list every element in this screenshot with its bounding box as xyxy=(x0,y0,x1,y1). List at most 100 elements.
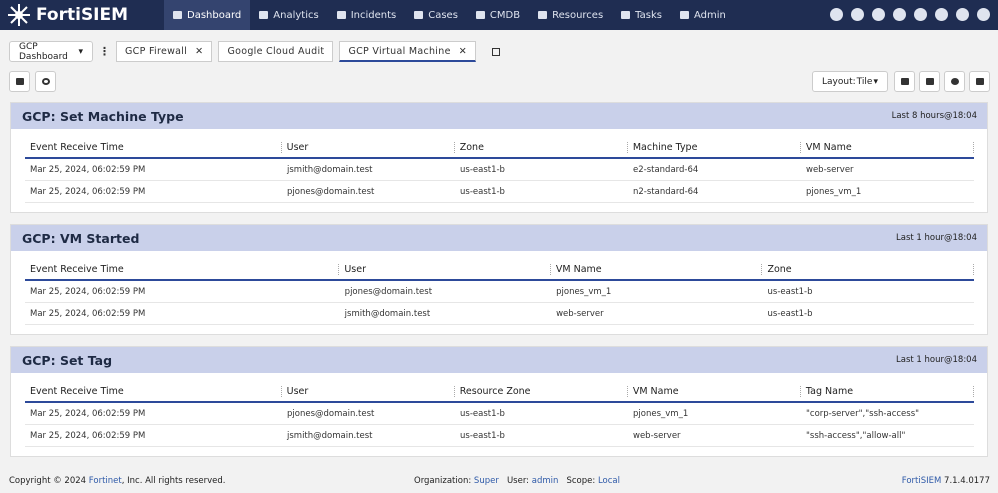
nav-item[interactable]: CMDB xyxy=(467,0,529,30)
widget-header: GCP: VM Started Last 1 hour@18:04 xyxy=(11,225,987,251)
org: Super xyxy=(473,476,499,486)
nav-item[interactable]: Resources xyxy=(529,0,612,30)
nav-label: Tasks xyxy=(635,9,662,21)
table-cell: pjones_vm_1 xyxy=(556,286,612,297)
table-row[interactable]: Mar 25, 2024, 06:02:59 PM pjones@domain.t… xyxy=(25,281,974,303)
widget: GCP: Set Tag Last 1 hour@18:04 Event Recei… xyxy=(10,346,988,457)
header-icons xyxy=(830,8,990,21)
copyright: Copyright © 2024 xyxy=(9,476,87,486)
footer: Copyright © 2024 Fortinet, Inc. All righ… xyxy=(9,476,990,490)
nav-label: Cases xyxy=(428,9,458,21)
table-row[interactable]: Mar 25, 2024, 06:02:59 PM jsmith@domain.t… xyxy=(25,303,974,325)
column-header[interactable]: Machine Type xyxy=(628,142,801,153)
table-cell: pjones@domain.test xyxy=(287,408,375,419)
widget-title: GCP: Set Tag xyxy=(22,352,113,368)
table: Event Receive Time User Resource Zone VM Na… xyxy=(25,382,975,447)
column-header[interactable]: User xyxy=(339,264,551,275)
nav-icon xyxy=(621,11,631,19)
nav-label: Analytics xyxy=(273,9,319,21)
table-cell: web-server xyxy=(556,308,604,319)
search-button[interactable] xyxy=(35,71,56,92)
tab-bar: GCP Dashboard ▾ ⋮ GCP Firewall ✕ Google Clo… xyxy=(9,41,500,62)
column-header[interactable]: Zone xyxy=(455,142,628,153)
scope: Local xyxy=(597,476,620,486)
table-cell: Mar 25, 2024, 06:02:59 PM xyxy=(30,164,146,175)
table-cell: Mar 25, 2024, 06:02:59 PM xyxy=(30,408,146,419)
download-button[interactable] xyxy=(919,71,940,92)
table-cell: us-east1-b xyxy=(460,164,505,175)
tab[interactable]: Google Cloud Audit xyxy=(218,41,334,62)
column-header[interactable]: Resource Zone xyxy=(455,386,628,397)
nav-label: Resources xyxy=(552,9,604,21)
widget: GCP: VM Started Last 1 hour@18:04 Event Re… xyxy=(10,224,988,335)
table-header: Event Receive Time User Resource Zone VM Na… xyxy=(25,382,975,403)
open-button[interactable] xyxy=(9,71,30,92)
table-cell: Mar 25, 2024, 06:02:59 PM xyxy=(30,430,146,441)
column-header[interactable]: User xyxy=(282,142,455,153)
column-header[interactable]: Tag Name xyxy=(801,386,975,397)
company-link[interactable]: Fortinet xyxy=(88,476,122,486)
table-row[interactable]: Mar 25, 2024, 06:02:59 PM pjones@domain.t… xyxy=(25,181,974,203)
table-cell: n2-standard-64 xyxy=(633,186,699,197)
nav-item[interactable]: Incidents xyxy=(328,0,406,30)
table-cell: us-east1-b xyxy=(460,186,505,197)
table-cell: pjones_vm_1 xyxy=(633,408,689,419)
table-row[interactable]: Mar 25, 2024, 06:02:59 PM jsmith@domain.t… xyxy=(25,425,974,447)
table-cell: pjones@domain.test xyxy=(287,186,375,197)
version: 7.1.4.0177 xyxy=(944,476,990,486)
column-header[interactable]: VM Name xyxy=(551,264,763,275)
table-header: Event Receive Time User Zone Machine Type VM… xyxy=(25,138,975,159)
tab[interactable]: GCP Virtual Machine ✕ xyxy=(339,41,476,62)
nav-icon xyxy=(679,11,689,19)
org-label: Organization: xyxy=(414,476,472,486)
column-header[interactable]: Event Receive Time xyxy=(25,264,340,275)
nav-icon xyxy=(538,11,548,19)
add-tab[interactable] xyxy=(491,47,500,56)
table-cell: Mar 25, 2024, 06:02:59 PM xyxy=(30,186,146,197)
widget-time: Last 1 hour@18:04 xyxy=(896,355,977,365)
brand[interactable]: FortiSIEM xyxy=(6,3,164,27)
nav-label: Incidents xyxy=(350,9,397,21)
layout-label: Layout: xyxy=(822,76,856,87)
table-cell: "corp-server","ssh-access" xyxy=(806,408,920,419)
table-cell: web-server xyxy=(633,430,681,441)
nav-item[interactable]: Admin xyxy=(671,0,735,30)
refresh-button[interactable] xyxy=(944,71,965,92)
table-row[interactable]: Mar 25, 2024, 06:02:59 PM jsmith@domain.t… xyxy=(25,159,974,181)
column-header[interactable]: User xyxy=(282,386,455,397)
delete-button[interactable] xyxy=(969,71,990,92)
widget-time: Last 1 hour@18:04 xyxy=(896,233,977,243)
nav-icon xyxy=(414,11,424,19)
table-row[interactable]: Mar 25, 2024, 06:02:59 PM pjones@domain.t… xyxy=(25,403,974,425)
nav-item[interactable]: Dashboard xyxy=(164,0,251,30)
table-cell: "ssh-access","allow-all" xyxy=(806,430,906,441)
table-cell: us-east1-b xyxy=(767,308,813,319)
widget-title: GCP: Set Machine Type xyxy=(22,108,184,124)
widget-header: GCP: Set Tag Last 1 hour@18:04 xyxy=(11,347,987,373)
column-header[interactable]: VM Name xyxy=(801,142,975,153)
nav-icon xyxy=(173,11,182,19)
table-cell: jsmith@domain.test xyxy=(287,430,373,441)
layout-select[interactable]: Layout: Tile ▾ xyxy=(812,71,888,92)
dashboard-select[interactable]: GCP Dashboard ▾ xyxy=(9,41,93,62)
upload-button[interactable] xyxy=(894,71,915,92)
nav-item[interactable]: Analytics xyxy=(250,0,327,30)
nav-item[interactable]: Tasks xyxy=(612,0,671,30)
tab-label: Google Cloud Audit xyxy=(227,46,325,57)
column-header[interactable]: Zone xyxy=(762,264,975,275)
tab[interactable]: GCP Firewall ✕ xyxy=(116,41,213,62)
nav-label: CMDB xyxy=(489,9,521,21)
tab-close[interactable]: ✕ xyxy=(195,46,204,57)
nav-item[interactable]: Cases xyxy=(405,0,467,30)
nav-label: Admin xyxy=(693,9,726,21)
widget-time: Last 8 hours@18:04 xyxy=(891,111,977,121)
column-header[interactable]: Event Receive Time xyxy=(25,386,282,397)
widget-header: GCP: Set Machine Type Last 8 hours@18:04 xyxy=(11,103,987,129)
column-header[interactable]: Event Receive Time xyxy=(25,142,282,153)
nav-label: Dashboard xyxy=(187,9,242,21)
table-cell: jsmith@domain.test xyxy=(344,308,431,319)
user-label: User: xyxy=(506,476,530,486)
column-header[interactable]: VM Name xyxy=(628,386,801,397)
tab-close[interactable]: ✕ xyxy=(458,45,467,57)
